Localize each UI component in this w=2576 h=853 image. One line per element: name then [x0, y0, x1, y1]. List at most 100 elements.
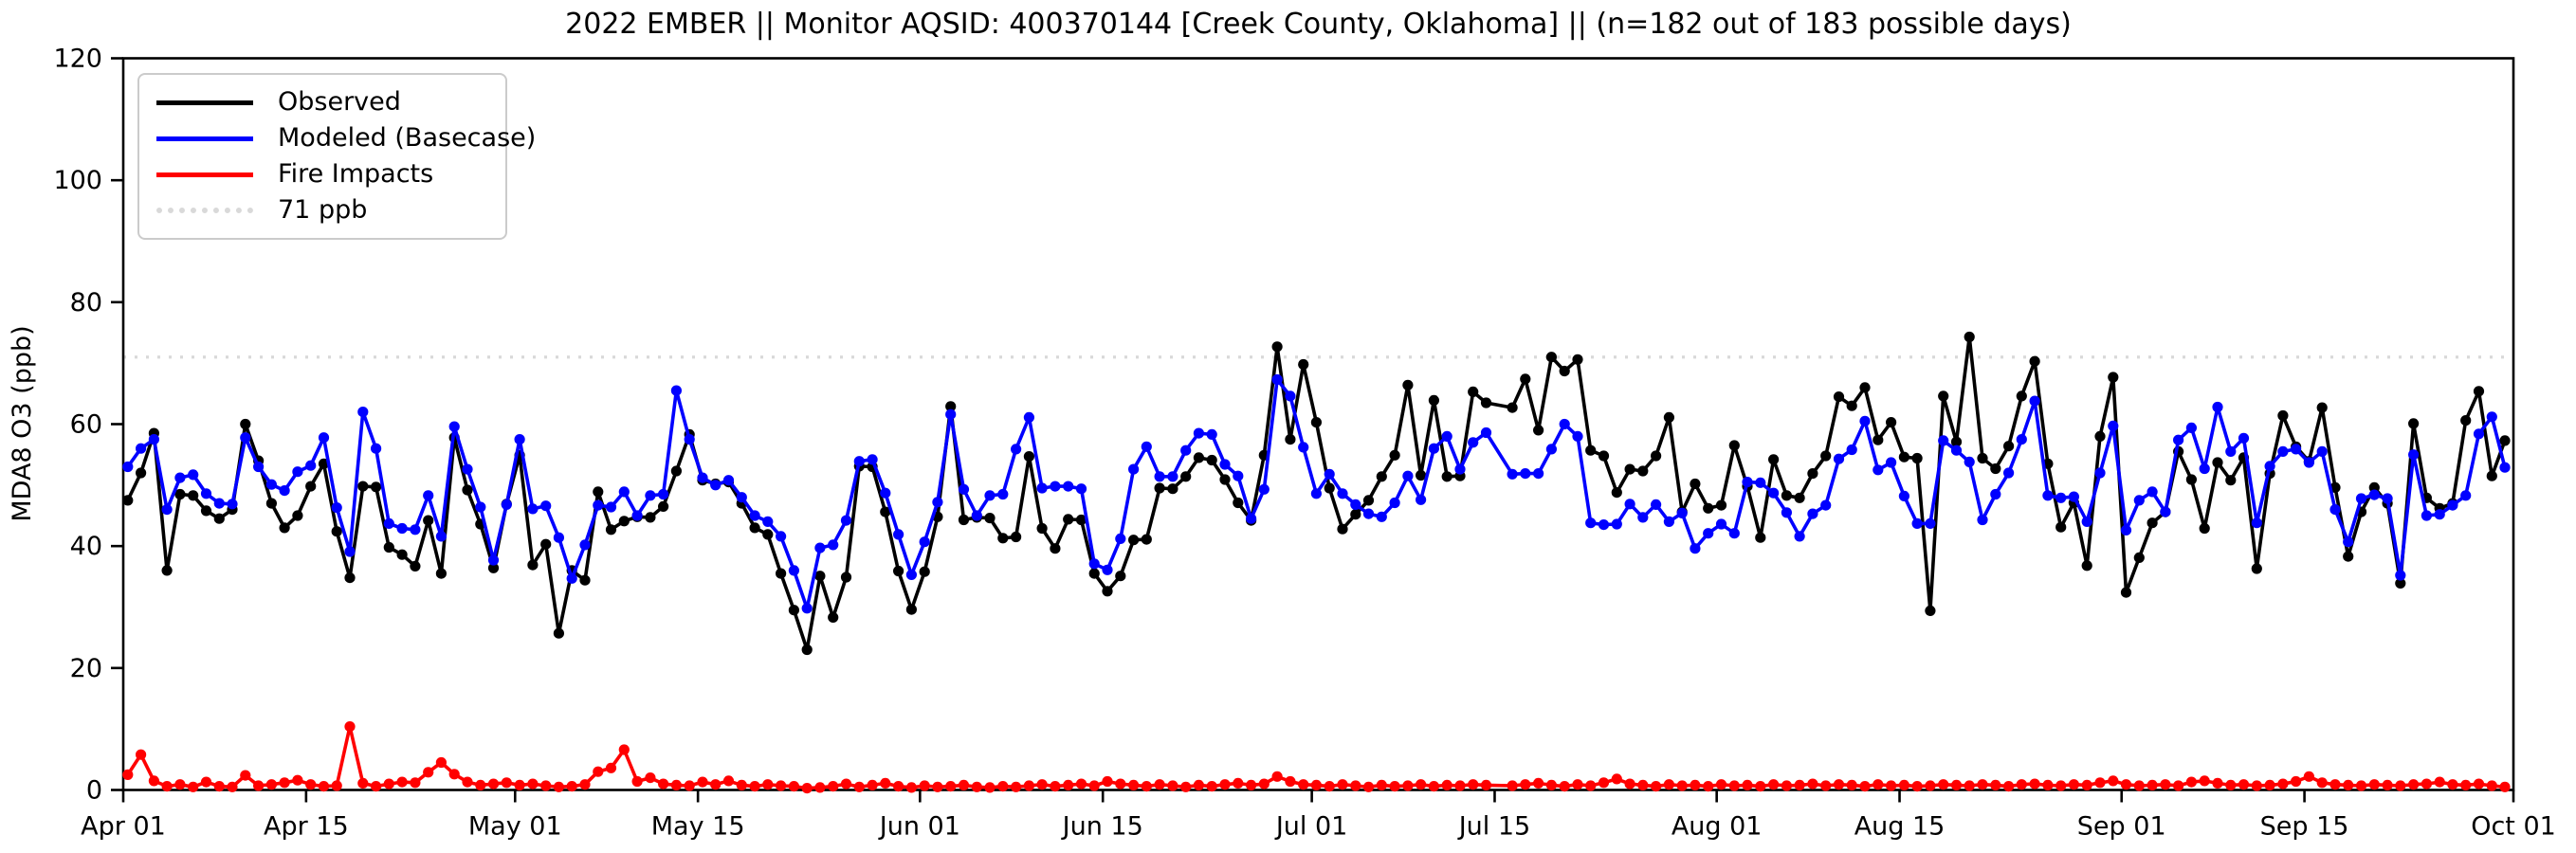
data-point	[1310, 417, 1322, 428]
data-point	[1977, 514, 1988, 526]
data-point	[1768, 779, 1780, 790]
data-point	[501, 499, 512, 511]
data-point	[1768, 454, 1780, 465]
data-point	[684, 434, 695, 445]
data-point	[1859, 415, 1871, 426]
data-point	[1977, 452, 1988, 464]
data-point	[579, 539, 591, 551]
data-point	[853, 781, 865, 792]
data-point	[2199, 775, 2210, 787]
data-point	[618, 516, 630, 527]
data-point	[1036, 522, 1048, 535]
data-point	[2094, 430, 2106, 442]
data-point	[1154, 779, 1165, 790]
data-point	[2395, 577, 2406, 590]
data-point	[1807, 468, 1818, 480]
data-point	[1480, 426, 1492, 439]
data-point	[2277, 409, 2289, 422]
data-point	[501, 777, 512, 789]
data-point	[1715, 499, 1727, 511]
data-point	[1859, 382, 1871, 393]
data-point	[2343, 779, 2354, 791]
data-point	[1102, 586, 1113, 597]
legend-item-modeled: Modeled (Basecase)	[156, 122, 536, 154]
data-point	[880, 506, 891, 517]
data-point	[2212, 401, 2223, 413]
data-point	[1898, 451, 1909, 463]
data-point	[2486, 470, 2497, 481]
data-point	[2486, 780, 2497, 791]
data-point	[435, 568, 447, 579]
data-point	[1520, 779, 1531, 790]
data-point	[2016, 390, 2027, 402]
data-point	[2081, 560, 2092, 572]
data-point	[1624, 499, 1635, 510]
data-point	[828, 539, 839, 551]
data-point	[1637, 465, 1649, 477]
data-point	[1755, 532, 1766, 543]
data-point	[448, 421, 460, 432]
data-point	[2460, 415, 2472, 426]
data-point	[997, 488, 1009, 500]
data-point	[2473, 386, 2485, 397]
x-tick-label: Apr 01	[81, 812, 166, 842]
data-point	[1310, 779, 1322, 791]
data-point	[1964, 780, 1975, 791]
data-point	[880, 777, 891, 789]
data-point	[1807, 508, 1818, 519]
data-point	[514, 434, 525, 445]
data-point	[423, 515, 434, 526]
data-point	[1559, 365, 1570, 377]
data-point	[435, 531, 447, 542]
data-point	[1193, 779, 1204, 791]
data-point	[2185, 474, 2197, 485]
data-point	[1611, 773, 1622, 785]
data-point	[2355, 493, 2367, 504]
data-point	[540, 780, 552, 791]
data-point	[487, 562, 500, 573]
data-point	[2382, 779, 2393, 791]
data-point	[540, 500, 552, 512]
data-point	[1075, 514, 1087, 526]
data-point	[1075, 778, 1087, 789]
data-point	[2434, 509, 2445, 520]
data-point	[828, 611, 839, 624]
data-point	[684, 780, 695, 791]
data-point	[2016, 434, 2027, 445]
data-point	[1559, 418, 1570, 430]
data-point	[814, 542, 826, 554]
data-point	[1781, 780, 1792, 791]
data-point	[396, 776, 408, 788]
data-point	[423, 490, 434, 501]
data-point	[919, 780, 930, 791]
data-point	[2003, 467, 2015, 479]
data-point	[2473, 778, 2485, 789]
data-point	[945, 408, 957, 420]
data-point	[279, 777, 290, 789]
data-point	[1324, 468, 1335, 480]
data-point	[1167, 471, 1178, 482]
data-point	[2368, 481, 2380, 493]
data-point	[670, 779, 683, 791]
data-point	[1206, 454, 1217, 466]
data-point	[1651, 499, 1662, 511]
data-point	[1389, 497, 1400, 509]
data-point	[605, 524, 617, 535]
data-point	[2225, 445, 2237, 457]
data-point	[1141, 781, 1152, 792]
data-point	[279, 484, 290, 497]
data-point	[1271, 341, 1283, 353]
data-point	[227, 781, 238, 792]
data-point	[1755, 781, 1766, 792]
data-point	[200, 776, 212, 788]
data-point	[1742, 477, 1753, 488]
data-point	[1402, 379, 1414, 390]
data-point	[893, 529, 904, 540]
x-tick-label: Aug 15	[1854, 812, 1946, 842]
data-point	[1611, 487, 1622, 499]
data-point	[1911, 517, 1923, 530]
data-point	[788, 781, 800, 792]
data-point	[1794, 531, 1805, 542]
data-point	[2382, 493, 2393, 504]
x-tick-label: May 15	[651, 812, 745, 842]
